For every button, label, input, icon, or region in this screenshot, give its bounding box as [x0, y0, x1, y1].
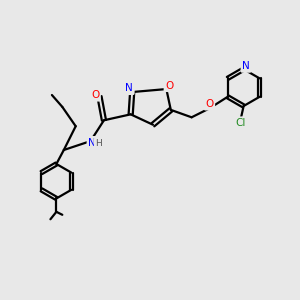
- Text: N: N: [125, 83, 133, 94]
- Text: H: H: [95, 139, 102, 148]
- Text: O: O: [205, 99, 214, 109]
- Text: O: O: [165, 80, 173, 91]
- Text: Cl: Cl: [236, 118, 246, 128]
- Text: N: N: [88, 138, 96, 148]
- Text: N: N: [242, 61, 250, 71]
- Text: O: O: [91, 90, 99, 100]
